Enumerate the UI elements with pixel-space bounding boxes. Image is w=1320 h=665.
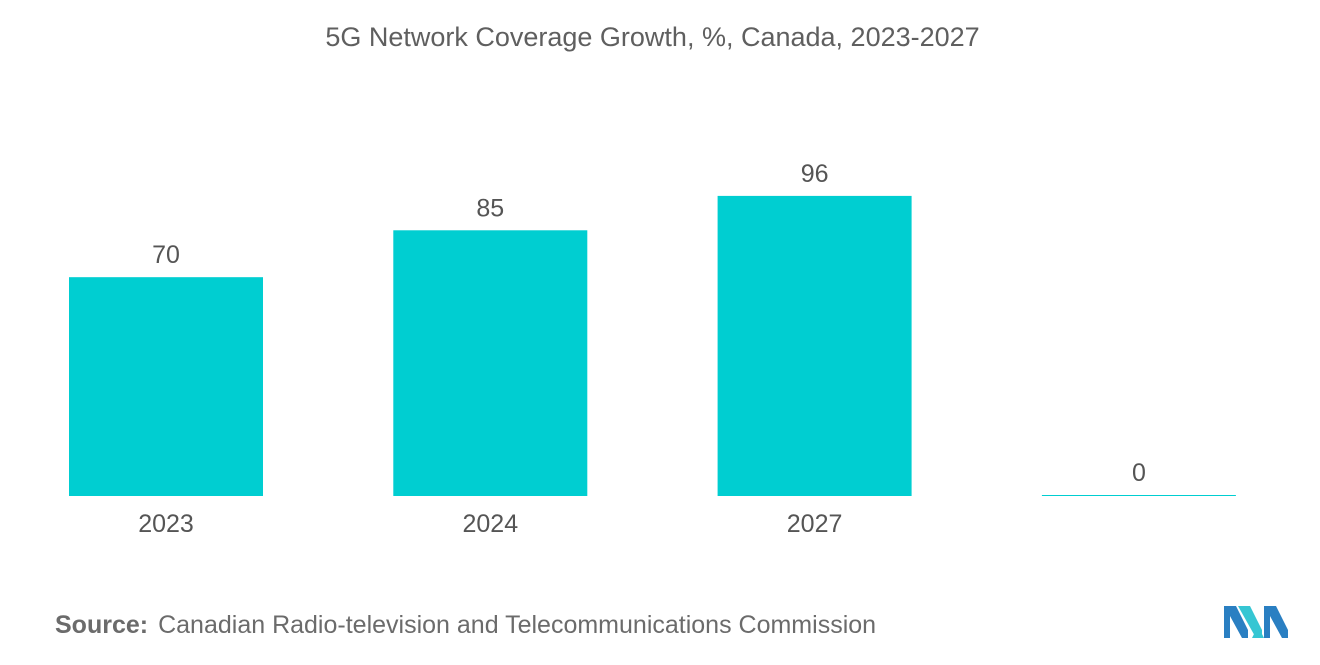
bar-chart: 70 2023 85 2024 96 2027 0 [69,160,1236,538]
x-tick-label: 2027 [787,510,843,538]
data-label: 70 [152,241,180,269]
x-tick-label: 2023 [138,510,194,538]
source-text: Canadian Radio-television and Telecommun… [158,611,877,639]
bar-blank [1041,495,1236,496]
source-line: Source: Canadian Radio-television and Tel… [55,611,876,640]
source-label: Source: [55,611,149,639]
bar-2024 [393,230,588,497]
chart-title: 5G Network Coverage Growth, %, Canada, 2… [325,22,980,52]
mordor-intelligence-logo-icon [1224,606,1288,638]
x-tick-label: 2024 [462,510,518,538]
bar-2023 [69,277,263,496]
bar-2027 [717,195,912,497]
data-label: 0 [1132,459,1146,487]
data-label: 85 [476,194,504,222]
data-label: 96 [801,160,829,188]
